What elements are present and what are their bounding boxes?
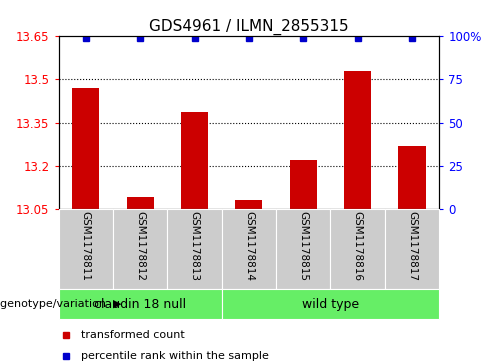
Bar: [59, 209, 113, 289]
Bar: [59, 289, 222, 319]
Text: percentile rank within the sample: percentile rank within the sample: [81, 351, 269, 362]
Bar: [222, 209, 276, 289]
Text: genotype/variation  ▶: genotype/variation ▶: [0, 299, 122, 309]
Text: GSM1178811: GSM1178811: [81, 211, 91, 281]
Bar: [222, 289, 439, 319]
Text: GSM1178815: GSM1178815: [298, 211, 308, 281]
Bar: [330, 209, 385, 289]
Text: wild type: wild type: [302, 298, 359, 310]
Bar: [113, 209, 167, 289]
Text: GSM1178816: GSM1178816: [353, 211, 363, 281]
Bar: [385, 209, 439, 289]
Bar: [276, 209, 330, 289]
Bar: [167, 209, 222, 289]
Bar: [72, 88, 100, 209]
Text: GSM1178812: GSM1178812: [135, 211, 145, 281]
Text: GSM1178813: GSM1178813: [189, 211, 200, 281]
Text: transformed count: transformed count: [81, 330, 185, 340]
Bar: [398, 146, 426, 209]
Bar: [290, 160, 317, 209]
Text: GSM1178817: GSM1178817: [407, 211, 417, 281]
Text: GSM1178814: GSM1178814: [244, 211, 254, 281]
Bar: [181, 113, 208, 209]
Text: claudin 18 null: claudin 18 null: [94, 298, 186, 310]
Bar: [344, 71, 371, 209]
Bar: [126, 197, 154, 209]
Title: GDS4961 / ILMN_2855315: GDS4961 / ILMN_2855315: [149, 19, 349, 35]
Bar: [235, 200, 263, 209]
